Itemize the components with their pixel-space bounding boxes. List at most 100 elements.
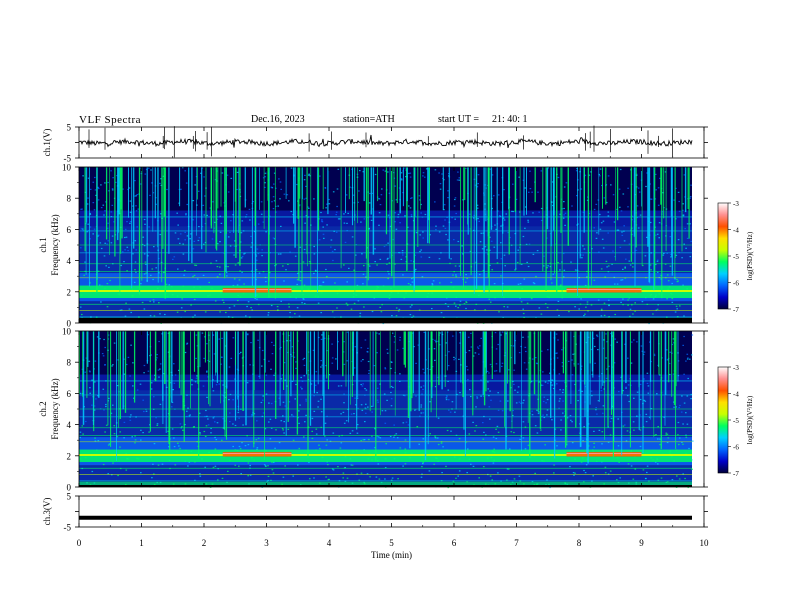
speckle bbox=[657, 438, 659, 440]
speckle bbox=[89, 213, 92, 216]
speckle bbox=[265, 393, 268, 395]
speckle bbox=[546, 306, 549, 309]
speckle bbox=[624, 343, 626, 345]
speckle bbox=[454, 357, 457, 360]
speckle bbox=[290, 167, 293, 169]
speckle bbox=[597, 199, 600, 201]
speckle bbox=[447, 239, 449, 241]
speckle bbox=[94, 176, 96, 179]
speckle bbox=[515, 198, 518, 200]
speckle bbox=[134, 435, 136, 437]
speckle bbox=[256, 420, 258, 422]
speckle bbox=[253, 413, 256, 415]
speckle bbox=[643, 351, 646, 353]
speckle bbox=[622, 193, 625, 195]
speckle bbox=[443, 204, 446, 206]
speckle bbox=[546, 267, 548, 269]
speckle bbox=[207, 424, 210, 426]
speckle bbox=[134, 195, 136, 197]
speckle bbox=[557, 262, 559, 264]
speckle bbox=[571, 374, 574, 376]
speckle bbox=[198, 237, 201, 239]
speckle bbox=[232, 284, 235, 287]
speckle bbox=[422, 385, 425, 387]
speckle bbox=[685, 247, 687, 249]
speckle bbox=[520, 345, 522, 348]
speckle bbox=[522, 437, 525, 439]
speckle bbox=[442, 225, 445, 227]
speckle bbox=[480, 337, 482, 339]
speckle bbox=[216, 266, 219, 268]
speckle bbox=[369, 192, 371, 195]
speckle bbox=[159, 403, 162, 405]
speckle bbox=[599, 175, 601, 177]
speckle bbox=[147, 255, 149, 257]
speckle bbox=[129, 375, 131, 377]
speckle bbox=[113, 221, 115, 223]
speckle bbox=[555, 352, 557, 354]
speckle bbox=[357, 300, 360, 302]
speckle bbox=[610, 184, 612, 186]
speckle bbox=[646, 172, 648, 174]
speckle bbox=[395, 199, 398, 201]
speckle bbox=[593, 208, 596, 210]
speckle bbox=[155, 203, 157, 205]
speckle bbox=[207, 376, 209, 378]
speckle bbox=[656, 233, 659, 235]
speckle bbox=[404, 215, 406, 217]
speckle bbox=[300, 376, 302, 379]
speckle bbox=[537, 191, 539, 193]
speckle bbox=[268, 360, 270, 362]
speckle bbox=[311, 430, 313, 432]
speckle bbox=[116, 436, 119, 438]
speckle bbox=[203, 214, 206, 216]
speckle bbox=[181, 426, 183, 428]
x-tick-label: 2 bbox=[202, 538, 207, 548]
speckle bbox=[128, 187, 131, 189]
speckle bbox=[622, 268, 624, 270]
speckle bbox=[538, 211, 540, 213]
ylabel: ch.1(V) bbox=[42, 129, 52, 157]
speckle bbox=[270, 304, 273, 307]
speckle bbox=[150, 354, 152, 356]
speckle bbox=[527, 219, 529, 221]
speckle bbox=[523, 399, 525, 401]
speckle bbox=[375, 476, 378, 478]
speckle bbox=[678, 478, 681, 480]
speckle bbox=[230, 357, 233, 359]
speckle bbox=[517, 249, 519, 251]
speckle bbox=[363, 306, 365, 308]
speckle bbox=[233, 305, 236, 307]
speckle bbox=[610, 417, 613, 420]
speckle bbox=[434, 435, 436, 437]
speckle bbox=[87, 229, 90, 232]
speckle bbox=[280, 420, 283, 422]
speckle bbox=[528, 191, 530, 193]
speckle bbox=[343, 363, 346, 365]
speckle bbox=[448, 399, 450, 401]
speckle bbox=[257, 339, 259, 341]
speckle bbox=[331, 250, 334, 252]
speckle bbox=[232, 445, 234, 448]
speckle bbox=[397, 213, 400, 216]
speckle bbox=[328, 374, 331, 376]
speckle bbox=[212, 417, 215, 419]
speckle bbox=[327, 464, 329, 466]
speckle bbox=[649, 198, 652, 200]
speckle bbox=[268, 402, 270, 404]
speckle bbox=[409, 314, 412, 316]
speckle bbox=[578, 389, 580, 392]
speckle bbox=[193, 274, 196, 276]
speckle bbox=[272, 196, 275, 198]
speckle bbox=[297, 464, 299, 466]
speckle bbox=[494, 224, 496, 226]
speckle bbox=[111, 365, 113, 367]
speckle bbox=[447, 197, 449, 199]
speckle bbox=[408, 205, 410, 207]
speckle bbox=[482, 232, 485, 234]
speckle bbox=[691, 334, 694, 336]
speckle bbox=[685, 436, 688, 438]
speckle bbox=[119, 446, 121, 448]
speckle bbox=[393, 335, 396, 338]
speckle bbox=[641, 350, 644, 352]
